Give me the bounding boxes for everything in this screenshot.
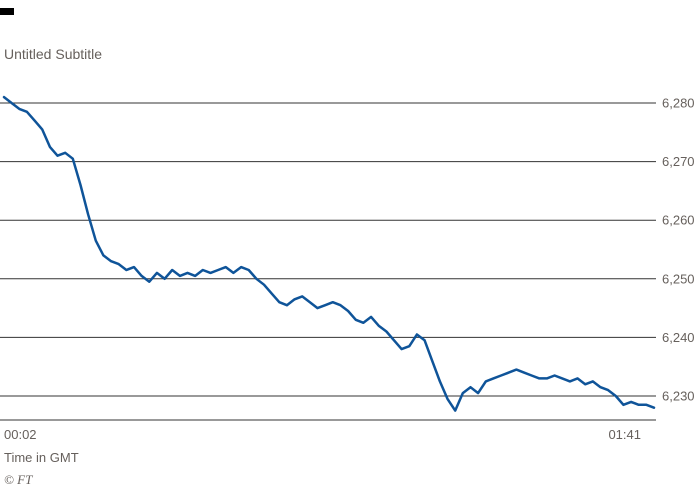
- data-series-line: [2, 95, 656, 412]
- x-tick-label-end: 01:41: [608, 427, 641, 442]
- ft-credit: © FT: [4, 472, 33, 487]
- y-tick-label: 6,230: [662, 389, 695, 404]
- y-tick-label: 6,250: [662, 271, 695, 286]
- y-tick-label: 6,280: [662, 96, 695, 111]
- y-tick-label: 6,240: [662, 330, 695, 345]
- x-tick-label-start: 00:02: [4, 427, 37, 442]
- y-tick-label: 6,260: [662, 213, 695, 228]
- chart-subtitle: Untitled Subtitle: [4, 46, 103, 62]
- chart-top-marker: [0, 8, 14, 15]
- xaxis-caption: Time in GMT: [4, 450, 79, 465]
- y-tick-label: 6,270: [662, 154, 695, 169]
